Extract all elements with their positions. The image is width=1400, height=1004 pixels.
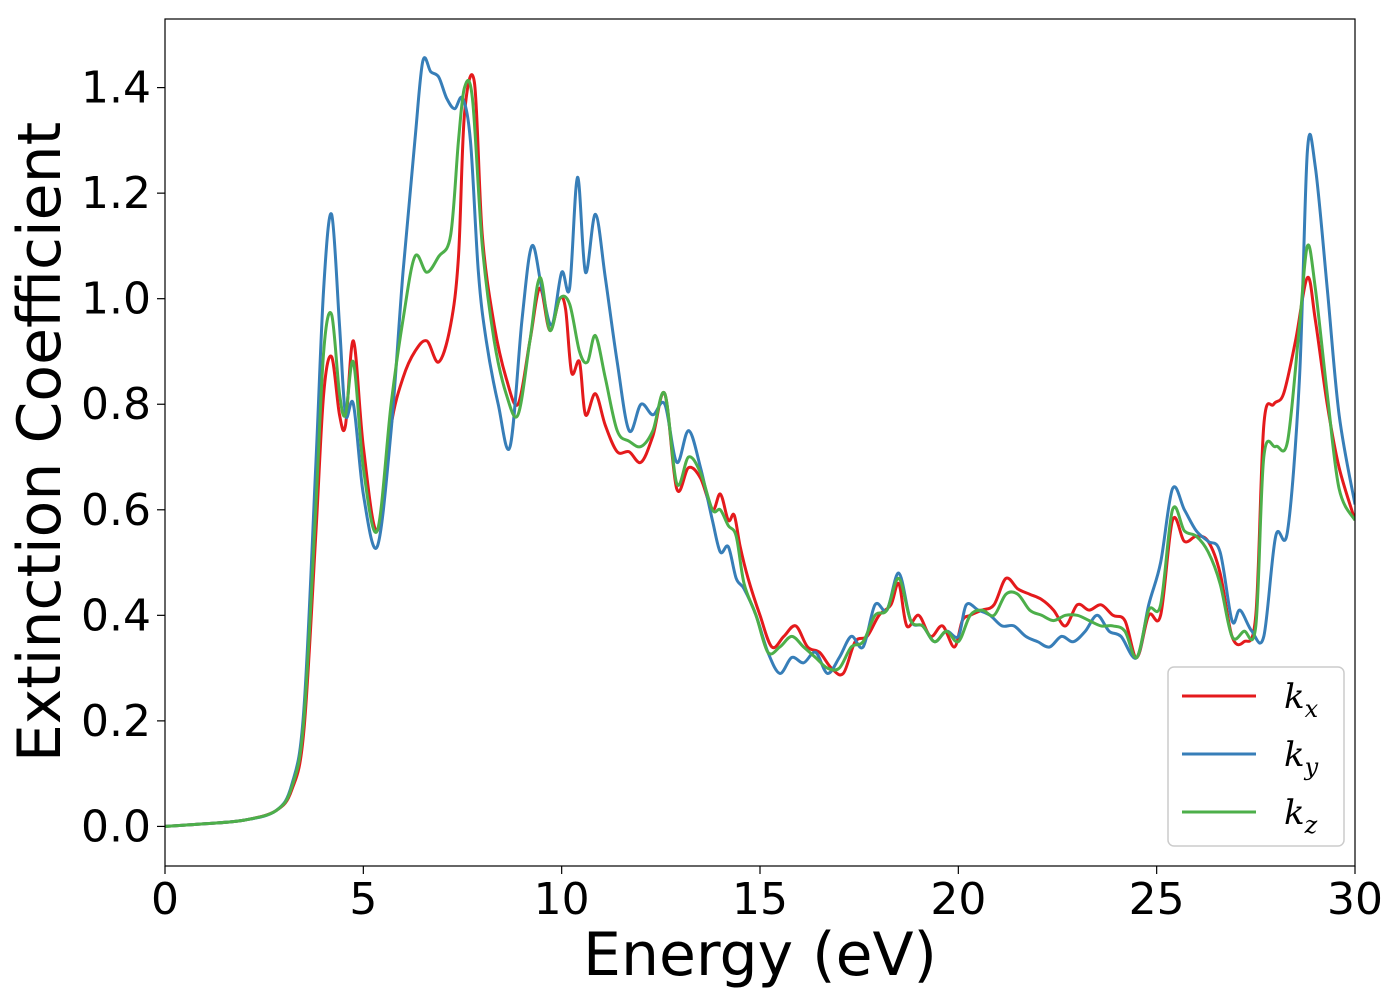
x-tick-label: 10 [534, 874, 590, 925]
y-tick-label: 1.2 [81, 168, 151, 219]
series-line-y [165, 56, 1355, 828]
y-tick-label: 0.8 [81, 379, 151, 430]
series-layer [165, 56, 1355, 828]
series-line-z [165, 78, 1355, 828]
legend-label-subscript: y [1304, 753, 1319, 781]
x-tick-label: 5 [349, 874, 377, 925]
y-axis: 0.0 0.2 0.4 0.6 0.8 1.0 1.2 1.4 [81, 63, 165, 852]
y-tick-label: 0.4 [81, 590, 151, 641]
x-tick-label: 0 [151, 874, 179, 925]
y-tick-label: 0.0 [81, 801, 151, 852]
x-tick-label: 20 [930, 874, 986, 925]
x-tick-label: 15 [732, 874, 788, 925]
x-axis-title: Energy (eV) [583, 920, 937, 990]
legend-label-z: kz [1284, 793, 1318, 839]
y-tick-label: 1.0 [81, 274, 151, 325]
y-tick-label: 0.6 [81, 485, 151, 536]
legend-label-x: kx [1284, 677, 1319, 723]
y-axis-title: Extinction Coefficient [5, 122, 75, 762]
x-axis: 0 5 10 15 20 25 30 [151, 866, 1383, 925]
legend-label-subscript: x [1305, 695, 1319, 723]
legend-label-base: k [1284, 735, 1305, 775]
legend-label-y: ky [1284, 735, 1319, 781]
x-tick-label: 25 [1129, 874, 1185, 925]
legend-label-base: k [1284, 793, 1305, 833]
y-tick-label: 1.4 [81, 63, 151, 114]
legend-label-base: k [1284, 677, 1305, 717]
y-tick-label: 0.2 [81, 696, 151, 747]
x-tick-label: 30 [1327, 874, 1383, 925]
legend-label-subscript: z [1304, 811, 1318, 839]
legend-box [1167, 666, 1345, 847]
